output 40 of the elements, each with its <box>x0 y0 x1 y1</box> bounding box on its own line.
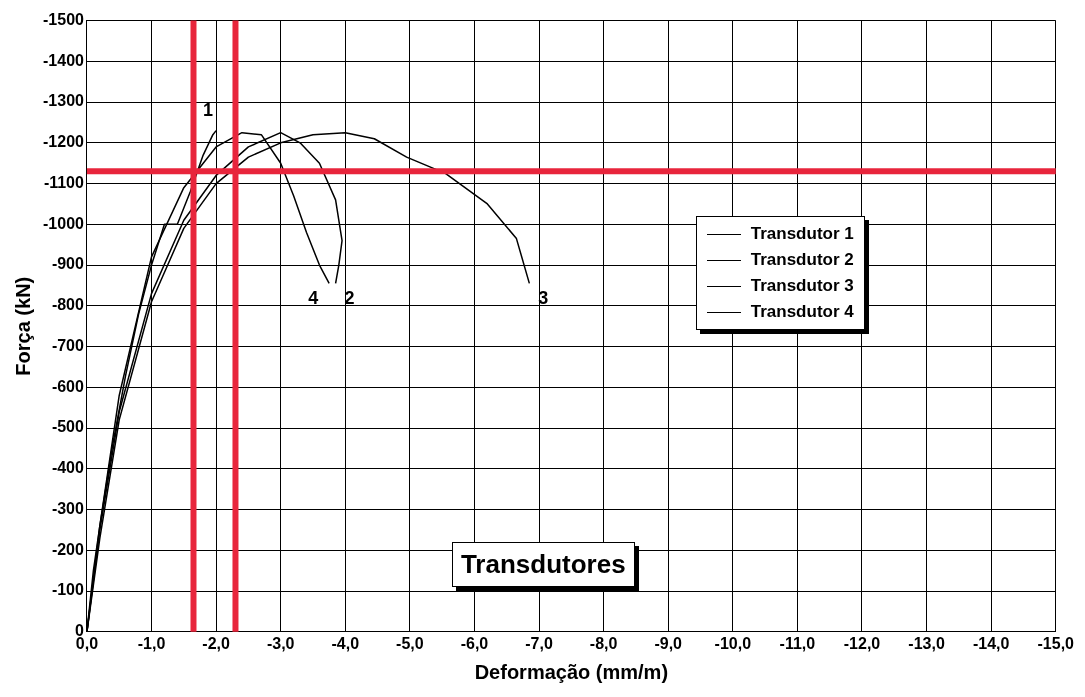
annotation: 1 <box>203 99 214 120</box>
x-tick-label: -13,0 <box>908 634 945 652</box>
x-tick-label: -15,0 <box>1037 634 1075 652</box>
x-tick-label: -9,0 <box>654 634 683 652</box>
x-tick-label: -4,0 <box>331 634 360 652</box>
y-tick-label: -700 <box>51 336 85 354</box>
x-tick-label: -10,0 <box>714 634 752 652</box>
y-tick-label: -300 <box>51 499 85 517</box>
legend-label: Transdutor 2 <box>750 249 854 272</box>
y-tick-label: -600 <box>51 377 85 395</box>
x-tick-label: -11,0 <box>779 634 816 652</box>
x-tick-label: -8,0 <box>589 634 618 652</box>
x-tick-label: -6,0 <box>460 634 489 652</box>
x-axis-title: Deformação (mm/m) <box>474 660 669 683</box>
y-tick-label: -800 <box>51 296 85 314</box>
y-tick-label: -1200 <box>43 133 85 151</box>
y-tick-label: -100 <box>51 581 85 599</box>
legend-label: Transdutor 3 <box>750 275 854 298</box>
legend-label: Transdutor 1 <box>750 223 854 246</box>
x-tick-label: -5,0 <box>396 634 424 652</box>
x-tick-label: -1,0 <box>137 634 166 652</box>
y-tick-label: -400 <box>51 459 85 477</box>
y-tick-label: -1500 <box>43 11 85 29</box>
y-tick-label: -200 <box>51 540 85 558</box>
x-tick-label: -12,0 <box>843 634 881 652</box>
y-tick-label: -1300 <box>43 92 85 110</box>
y-tick-label: -500 <box>51 418 85 436</box>
x-tick-label: -7,0 <box>525 634 553 652</box>
y-axis-title: Força (kN) <box>11 276 34 376</box>
y-tick-label: -1400 <box>43 51 85 69</box>
x-tick-label: -14,0 <box>972 634 1010 652</box>
annotation: Transdutores <box>451 541 635 587</box>
y-tick-label: -900 <box>51 255 85 273</box>
x-tick-label: -2,0 <box>202 634 230 652</box>
y-tick-label: -1000 <box>43 214 85 232</box>
legend-label: Transdutor 4 <box>750 301 854 324</box>
annotation: 2 <box>344 288 355 309</box>
x-tick-label: -3,0 <box>266 634 295 652</box>
annotation: 4 <box>308 288 319 309</box>
y-tick-label: -1100 <box>43 173 85 191</box>
